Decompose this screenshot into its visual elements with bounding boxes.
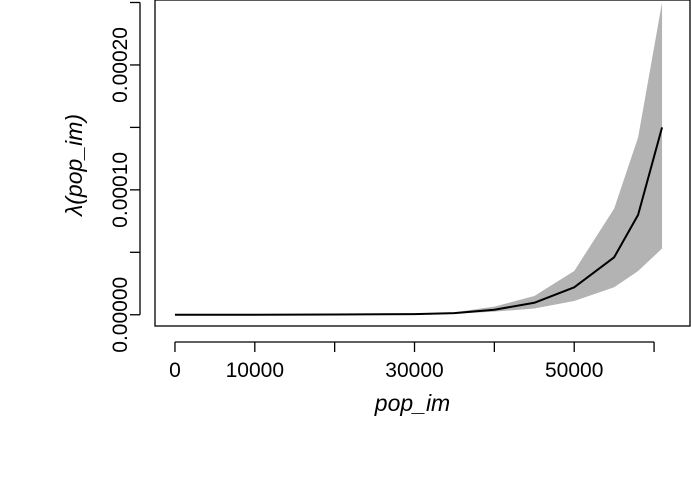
x-tick-label: 0 bbox=[169, 359, 181, 382]
y-axis: 0.00000 0.00010 0.00020 bbox=[109, 1, 141, 353]
y-tick-label: 0.00010 bbox=[109, 152, 132, 228]
x-axis: 0 10000 30000 50000 bbox=[169, 341, 655, 382]
y-tick-label: 0.00000 bbox=[109, 277, 132, 353]
x-tick-label: 10000 bbox=[226, 359, 284, 382]
x-tick-label: 30000 bbox=[385, 359, 443, 382]
x-axis-title: pop_im bbox=[374, 390, 450, 416]
fitted-line-layer bbox=[174, 127, 664, 316]
plot-frame bbox=[154, 0, 691, 327]
confidence-band-layer bbox=[174, 2, 663, 315]
fitted-line bbox=[174, 127, 664, 316]
x-tick-label: 50000 bbox=[545, 359, 603, 382]
y-tick-label: 0.00020 bbox=[109, 27, 132, 103]
y-axis-title: λ(pop_im) bbox=[61, 114, 87, 218]
confidence-band bbox=[174, 2, 663, 315]
